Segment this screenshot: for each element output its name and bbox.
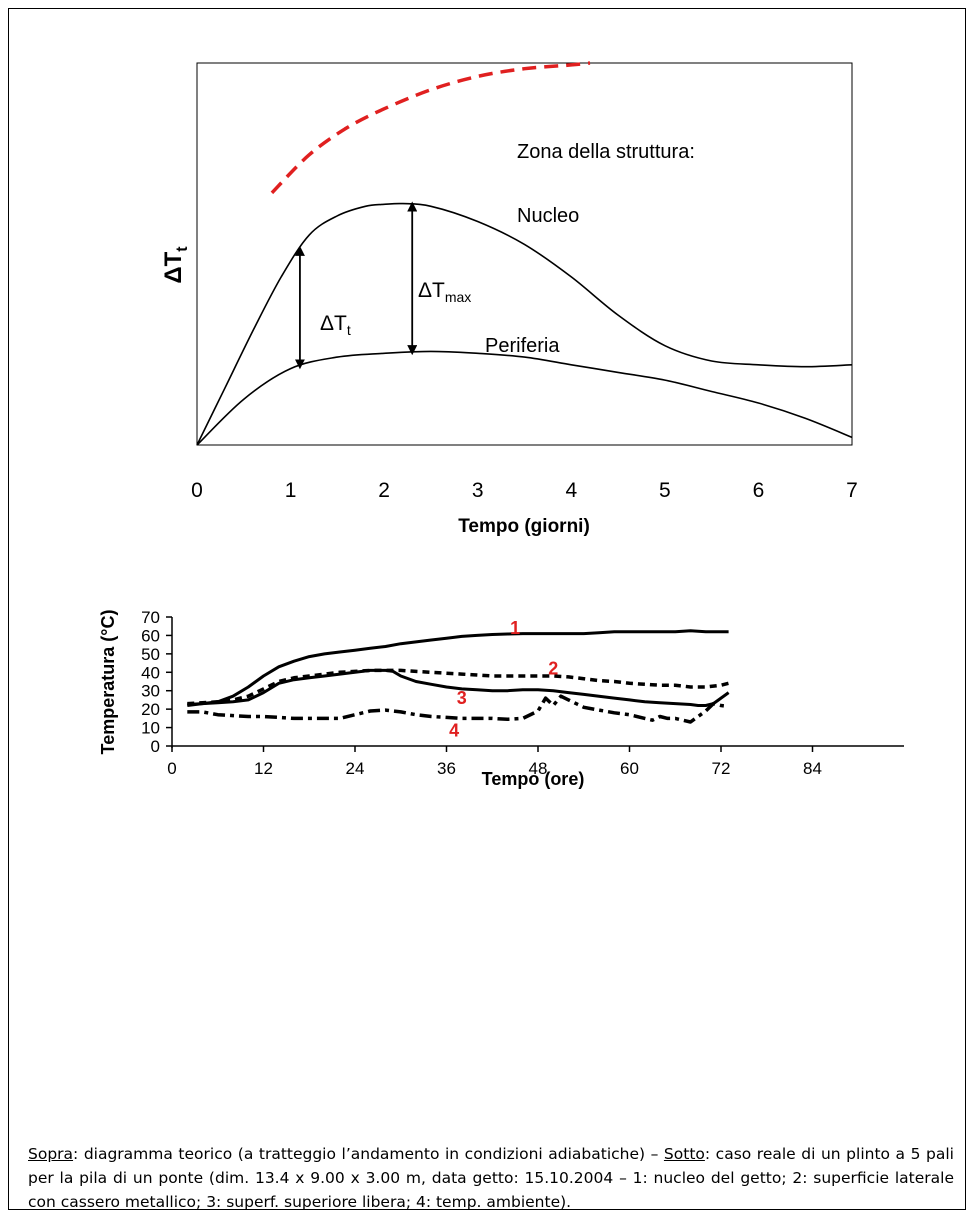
top-x-axis-label: Tempo (giorni): [458, 516, 590, 537]
top-series-group: [196, 61, 853, 446]
delta-arrows: [294, 201, 418, 370]
annotation-dt-sub: t: [347, 322, 351, 338]
annotation-periferia: Periferia: [485, 335, 560, 357]
plot-area-top: [196, 62, 853, 446]
caption-sopra-text: : diagramma teorico (a tratteggio l’anda…: [73, 1145, 664, 1163]
annotation-zona: Zona della struttura:: [517, 141, 695, 163]
top-x-tick-label: 2: [378, 479, 390, 502]
curve-adiabatic: [270, 61, 591, 195]
figure-caption: Sopra: diagramma teorico (a tratteggio l…: [28, 1142, 954, 1214]
svg-text:ΔTt: ΔTt: [160, 246, 191, 284]
figure-frame: [8, 8, 966, 1210]
top-x-tick-label: 5: [659, 479, 671, 502]
annotation-dtmax: ΔTmax: [418, 279, 471, 305]
top-y-label-main: ΔT: [160, 251, 187, 283]
top-y-label-sub: t: [174, 246, 191, 252]
caption-sotto-label: Sotto: [663, 1145, 705, 1163]
annotation-dt: ΔTt: [320, 312, 351, 338]
top-x-tick-label: 3: [472, 479, 484, 502]
top-x-tick-labels: 0 1 2 3 4 5 6 7: [191, 479, 858, 502]
top-x-tick-label: 1: [285, 479, 297, 502]
top-x-tick-label: 6: [753, 479, 765, 502]
top-x-tick-label: 0: [191, 479, 203, 502]
annotation-nucleo: Nucleo: [517, 205, 579, 227]
curve-nucleo: [196, 202, 853, 446]
curve-periferia: [196, 350, 853, 446]
top-x-tick-label: 4: [565, 479, 577, 502]
annotation-dtmax-main: ΔT: [418, 279, 445, 302]
top-x-tick-label: 7: [846, 479, 858, 502]
annotation-dtmax-sub: max: [445, 289, 471, 305]
top-y-axis-label: ΔTt: [160, 246, 191, 284]
caption-sotto-text: : caso reale di un plinto a 5 pali per l…: [28, 1145, 954, 1211]
caption-sopra-label: Sopra: [28, 1145, 74, 1163]
annotation-dt-main: ΔT: [320, 312, 347, 335]
